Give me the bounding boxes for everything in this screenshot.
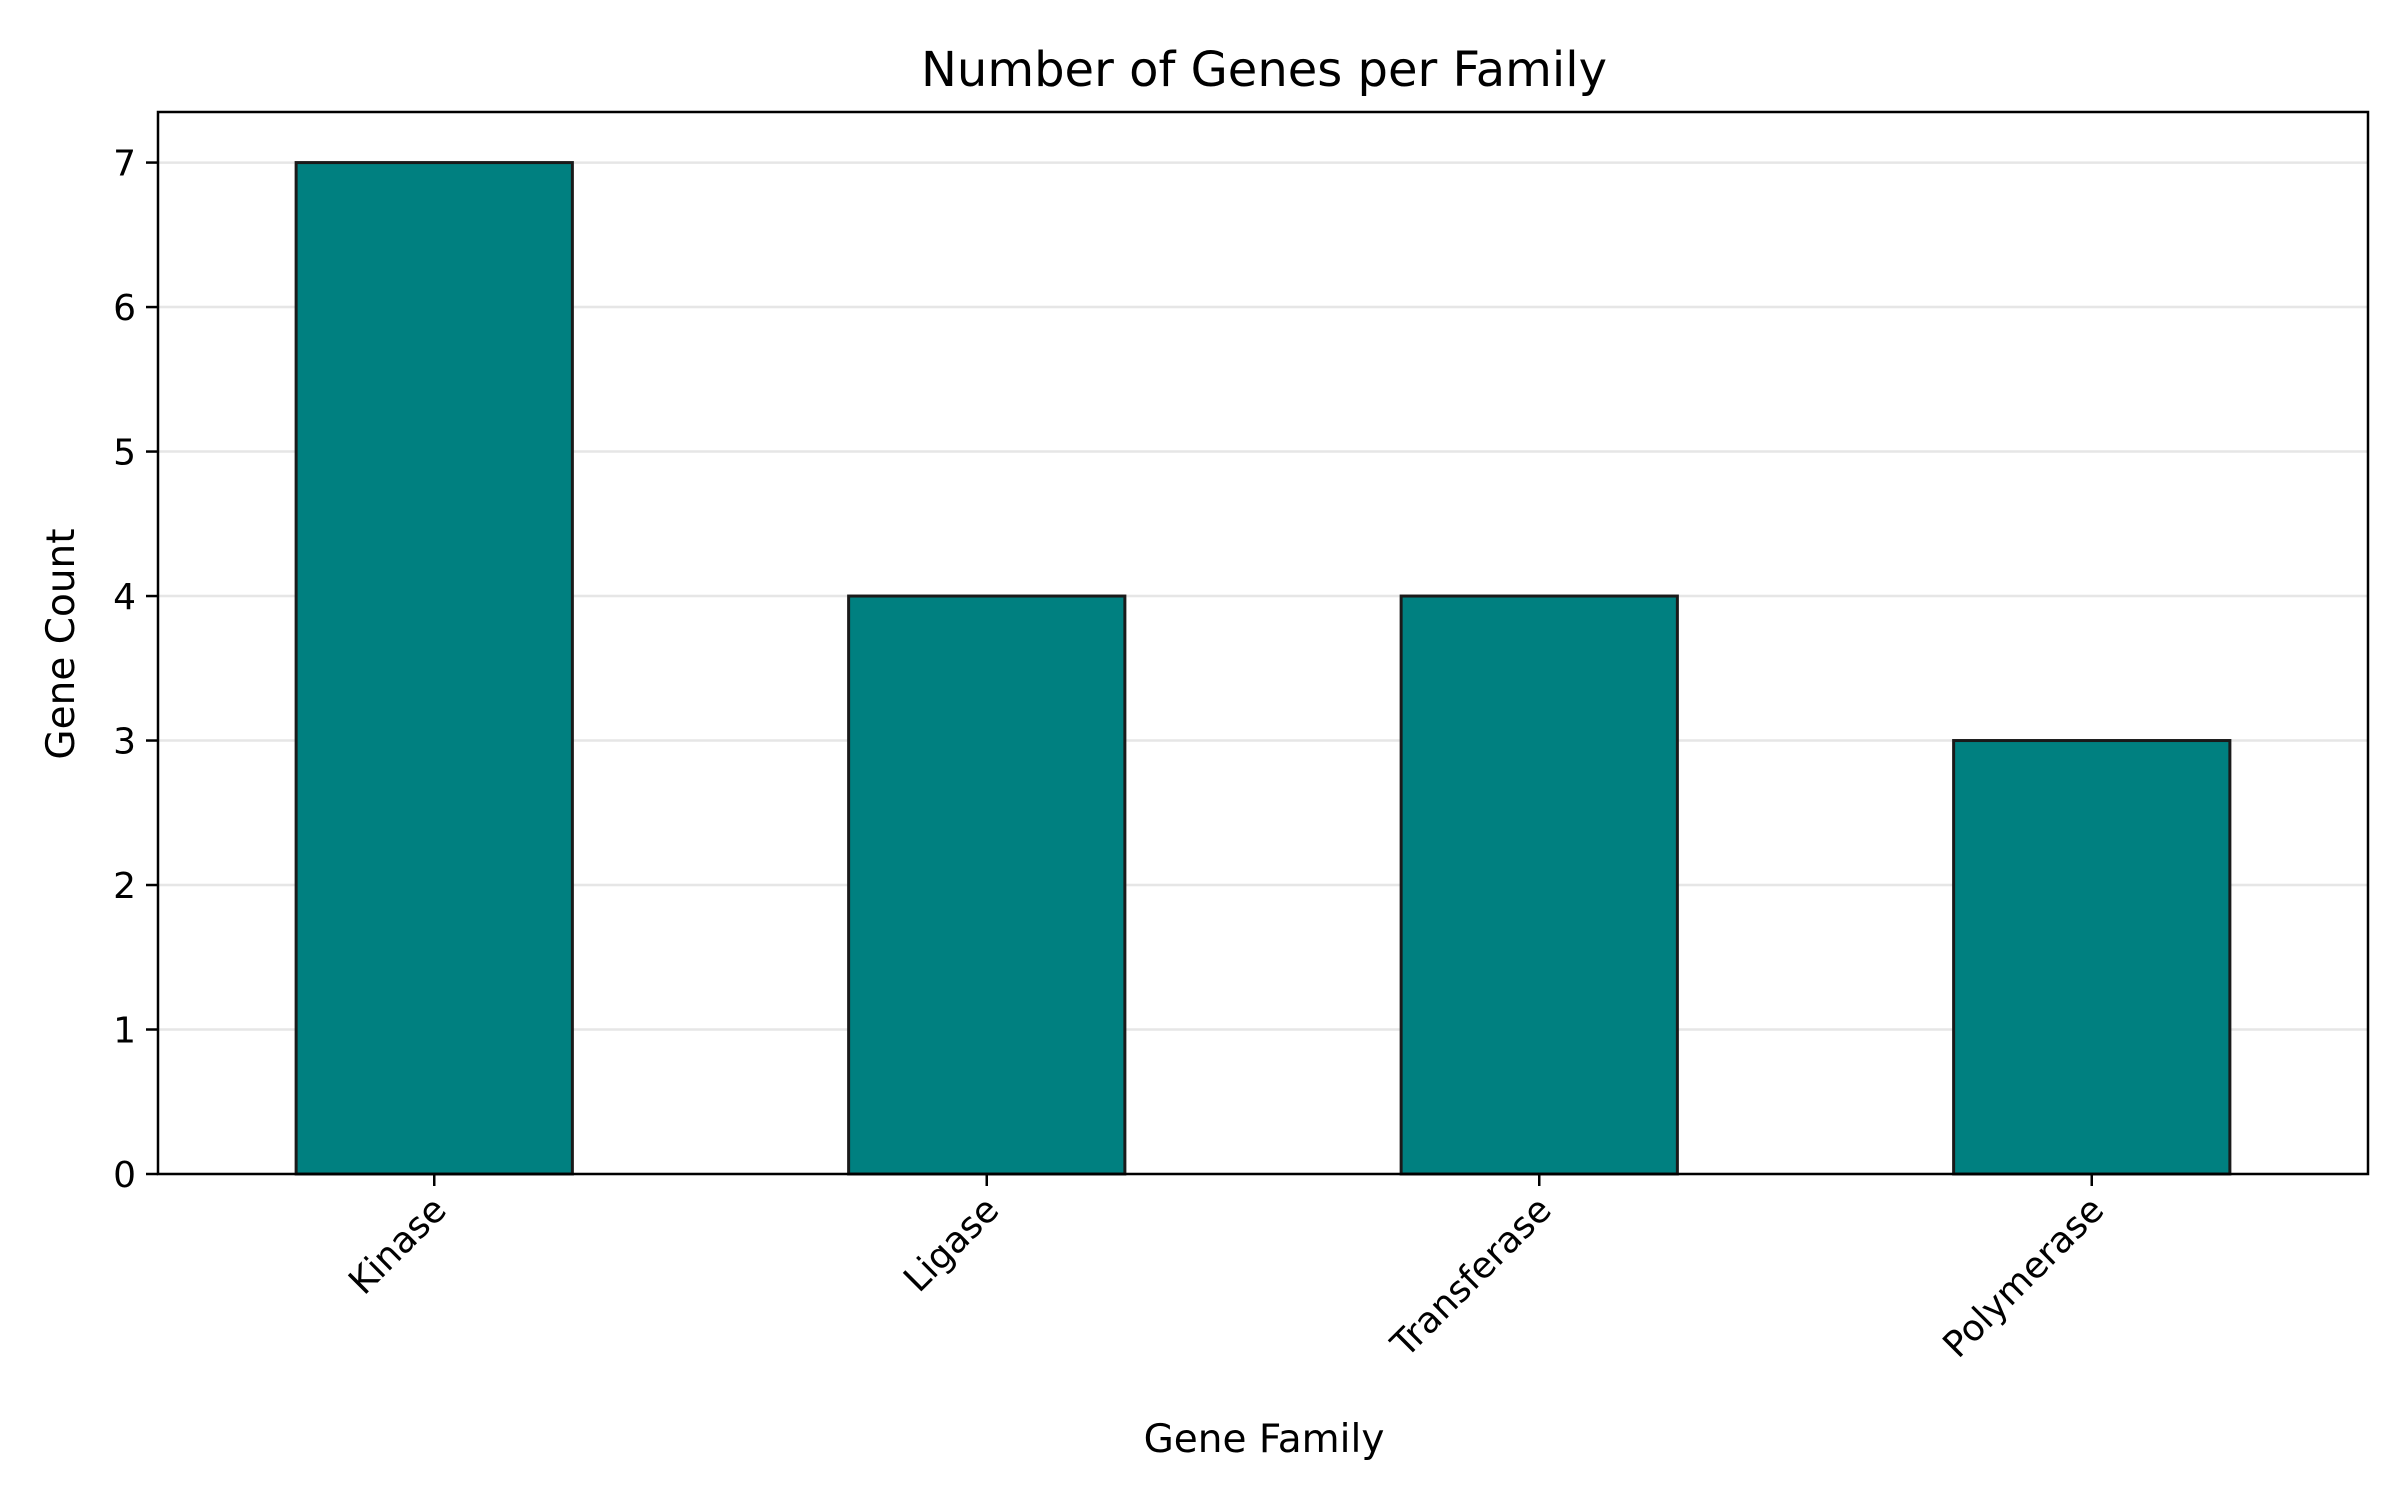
- y-tick-label: 2: [113, 866, 136, 907]
- y-axis-ticks: 0 1 2 3 4 5 6 7: [113, 144, 158, 1196]
- x-tick-label: Transferase: [1383, 1189, 1560, 1366]
- y-tick-label: 1: [113, 1011, 136, 1052]
- bar-polymerase: [1952, 739, 2232, 1176]
- y-axis-title: Gene Count: [39, 528, 84, 759]
- x-axis-ticks: Kinase Ligase Transferase Polymerase: [341, 1174, 2112, 1366]
- bar-transferase: [1399, 594, 1679, 1176]
- y-tick-label: 6: [113, 288, 136, 329]
- y-tick-label: 7: [113, 144, 136, 185]
- y-tick-label: 3: [113, 722, 136, 763]
- bar-ligase: [847, 594, 1127, 1176]
- bar-kinase: [294, 161, 574, 1176]
- y-tick-label: 4: [113, 577, 136, 618]
- bars: [294, 161, 2232, 1176]
- chart-title: Number of Genes per Family: [921, 42, 1607, 98]
- x-tick-label: Ligase: [896, 1189, 1007, 1300]
- y-tick-label: 0: [113, 1155, 136, 1196]
- x-tick-label: Kinase: [341, 1189, 454, 1302]
- plot-frame: [156, 110, 2370, 1176]
- y-tick-label: 5: [113, 433, 136, 474]
- x-axis-title: Gene Family: [1144, 1417, 1385, 1462]
- x-tick-label: Polymerase: [1936, 1189, 2113, 1366]
